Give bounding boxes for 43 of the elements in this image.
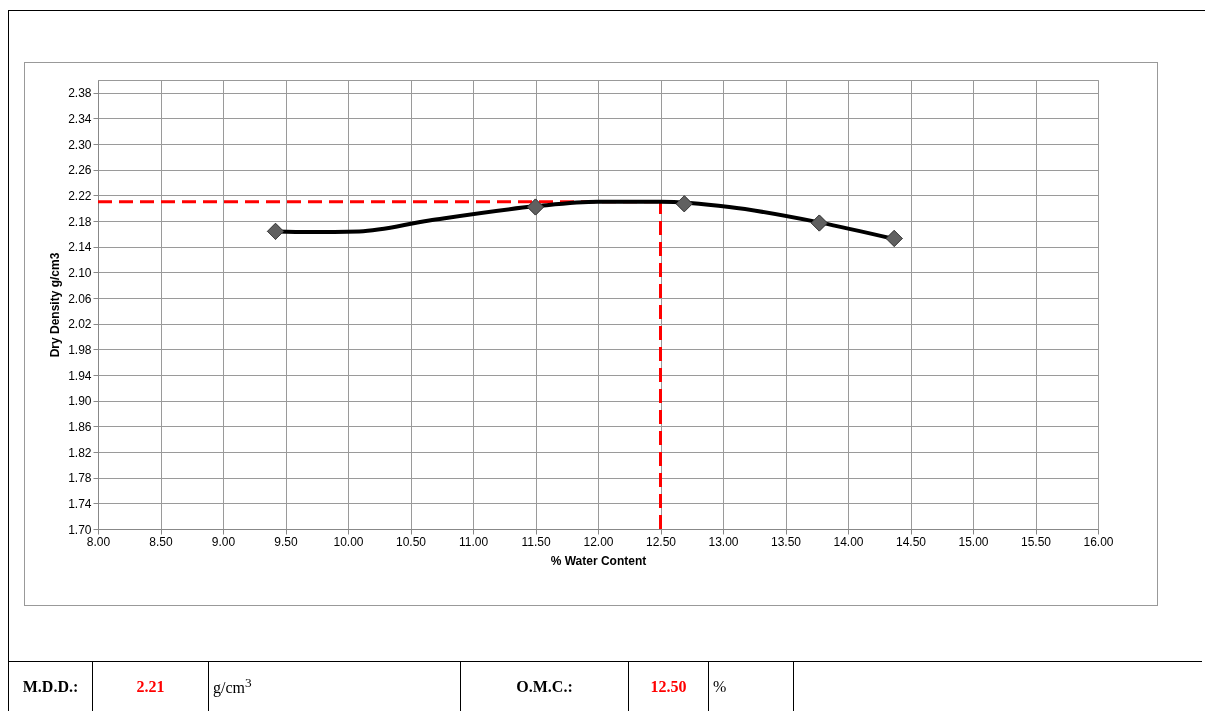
y-tick-label: 1.94 [68,368,92,383]
y-tick-label: 2.06 [68,291,92,306]
x-tick-label: 15.00 [958,534,989,549]
text: M.D.D.: [8,661,93,711]
x-tick-label: 8.00 [86,534,111,549]
x-tick-label: 13.50 [770,534,802,549]
y-tick-label: 2.30 [68,137,92,152]
x-tick-label: 11.50 [521,534,551,549]
x-tick-label: 8.50 [149,534,173,549]
x-tick-label: 9.50 [274,534,298,549]
y-tick-label: 1.82 [68,445,92,460]
text: % [708,661,794,711]
text: g/cm$^{3}$ [208,661,461,711]
y-tick-label: 2.02 [68,317,92,332]
x-tick-label: 15.50 [1020,534,1052,549]
x-tick-label: 12.00 [583,534,614,549]
x-tick-label: 11.00 [458,534,489,549]
x-tick-label: 14.50 [895,534,927,549]
text: 12.50 [628,661,709,711]
x-tick-label: 12.50 [645,534,677,549]
y-tick-label: 1.98 [68,342,92,357]
y-tick-label: 1.90 [68,394,92,409]
y-tick-label: 2.22 [68,188,92,203]
text: O.M.C.: [460,661,629,711]
x-tick-label: 10.50 [395,534,427,549]
y-tick-label: 1.78 [68,471,92,486]
text: 2.21 [92,661,209,711]
y-tick-label: 1.70 [68,522,92,537]
y-tick-label: 2.18 [68,214,92,229]
y-tick-label: 2.26 [68,163,92,178]
y-tick-label: 2.38 [68,86,92,101]
y-axis-title: Dry Density g/cm3 [48,252,63,358]
x-tick-label: 13.00 [708,534,739,549]
x-tick-label: 9.00 [211,534,236,549]
x-tick-label: 10.00 [333,534,364,549]
y-tick-label: 1.86 [68,419,92,434]
x-axis-title: % Water Content [550,553,647,568]
x-tick-label: 14.00 [833,534,864,549]
y-tick-label: 2.14 [68,240,92,255]
y-tick-label: 1.74 [68,496,92,511]
y-tick-label: 2.34 [68,111,92,126]
x-tick-label: 16.00 [1083,534,1114,549]
y-tick-label: 2.10 [68,265,92,280]
